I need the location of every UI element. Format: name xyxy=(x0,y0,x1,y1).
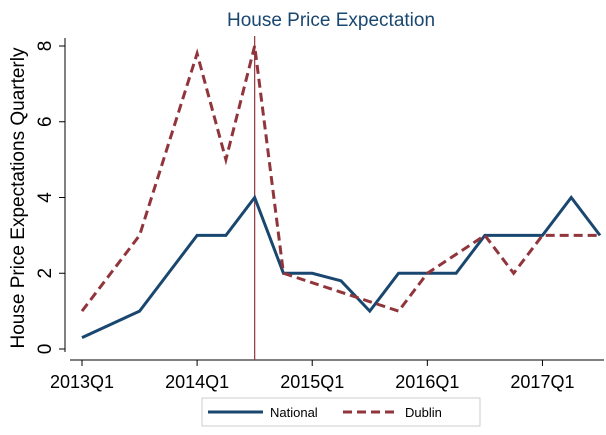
x-tick-label: 2013Q1 xyxy=(50,372,114,392)
y-tick-label: 2 xyxy=(35,268,56,279)
legend-label: National xyxy=(270,405,318,420)
x-tick-label: 2015Q1 xyxy=(280,372,344,392)
series-line xyxy=(80,45,600,313)
y-tick-label: 4 xyxy=(35,192,56,203)
y-tick-label: 0 xyxy=(35,344,56,355)
y-tick-label: 8 xyxy=(35,41,56,52)
y-tick-label: 6 xyxy=(35,116,56,127)
series-line xyxy=(81,194,602,340)
x-tick-label: 2017Q1 xyxy=(510,372,574,392)
x-tick-label: 2014Q1 xyxy=(165,372,229,392)
legend-label: Dublin xyxy=(405,405,442,420)
y-axis-label: House Price Expectations Quarterly xyxy=(8,47,29,348)
x-tick-label: 2016Q1 xyxy=(395,372,459,392)
chart-title: House Price Expectation xyxy=(227,10,435,31)
